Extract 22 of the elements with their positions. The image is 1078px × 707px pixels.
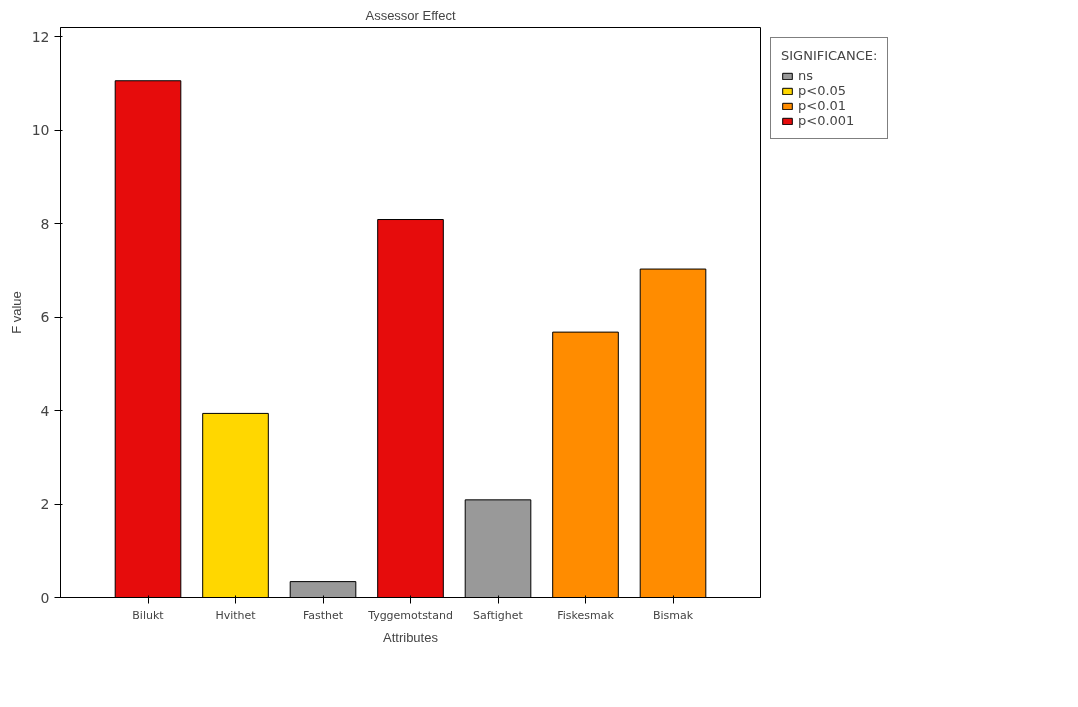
legend-label: p<0.05 (798, 83, 847, 98)
chart-title: Assessor Effect (365, 7, 456, 23)
legend-label: ns (798, 68, 814, 83)
y-tick-label: 4 (40, 402, 50, 419)
y-axis-title: F value (8, 291, 24, 334)
y-tick-label: 12 (31, 28, 50, 45)
x-tick-label: Hvithet (215, 608, 257, 622)
x-tick-label: Bismak (652, 608, 694, 622)
x-tick-label: Fiskesmak (557, 608, 615, 622)
y-tick-label: 10 (31, 122, 50, 139)
legend-label: p<0.001 (798, 113, 855, 128)
x-tick-label: Fasthet (302, 608, 344, 622)
legend-title: SIGNIFICANCE: (781, 48, 878, 63)
y-tick-label: 6 (40, 309, 50, 326)
x-tick-label: Saftighet (473, 608, 524, 622)
x-axis-title: Attributes (383, 629, 439, 645)
y-tick-label: 2 (40, 496, 50, 513)
y-tick-label: 8 (40, 215, 50, 232)
x-tick-label: Bilukt (132, 608, 165, 622)
y-tick-label: 0 (40, 589, 50, 606)
legend-label: p<0.01 (798, 98, 847, 113)
x-tick-label: Tyggemotstand (367, 608, 453, 622)
